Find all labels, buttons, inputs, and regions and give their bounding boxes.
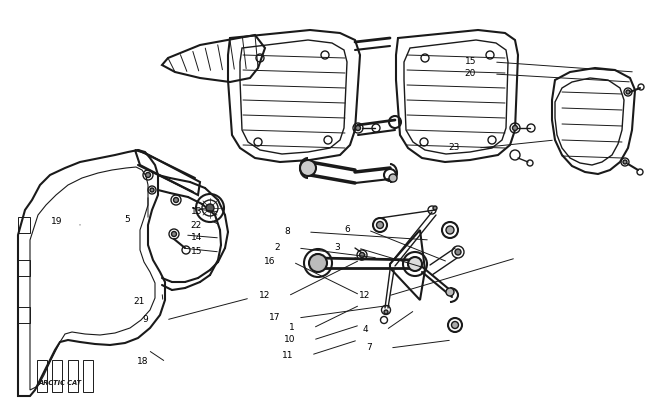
Text: 23: 23: [448, 144, 460, 152]
Text: 10: 10: [283, 336, 295, 344]
Text: 12: 12: [359, 292, 370, 300]
Text: 22: 22: [190, 221, 202, 229]
Circle shape: [206, 204, 214, 212]
Text: 14: 14: [190, 233, 202, 243]
Text: 6: 6: [344, 225, 350, 235]
Text: 7: 7: [366, 344, 372, 352]
Circle shape: [146, 172, 151, 178]
Text: 15: 15: [465, 57, 476, 67]
Circle shape: [389, 174, 397, 182]
Circle shape: [433, 206, 437, 210]
Text: 20: 20: [465, 69, 476, 79]
Text: 21: 21: [134, 298, 145, 306]
Circle shape: [455, 249, 461, 255]
Text: 11: 11: [281, 350, 293, 359]
Text: 12: 12: [259, 292, 270, 300]
Circle shape: [452, 322, 458, 328]
Text: 15: 15: [190, 247, 202, 257]
Text: 9: 9: [142, 316, 148, 324]
Circle shape: [512, 126, 517, 130]
Text: 1: 1: [289, 324, 295, 332]
Circle shape: [626, 90, 630, 94]
Text: 17: 17: [268, 314, 280, 322]
Circle shape: [384, 310, 388, 314]
Circle shape: [172, 231, 177, 237]
Text: ARCTIC CAT: ARCTIC CAT: [38, 380, 81, 386]
Text: 16: 16: [263, 257, 275, 267]
Text: 5: 5: [124, 215, 130, 225]
Circle shape: [446, 288, 454, 296]
Text: 3: 3: [334, 243, 340, 253]
Circle shape: [376, 221, 384, 229]
Circle shape: [623, 160, 627, 164]
Circle shape: [359, 253, 365, 257]
Text: 19: 19: [51, 217, 62, 227]
Text: 8: 8: [284, 227, 290, 237]
Text: 13: 13: [190, 207, 202, 217]
Circle shape: [446, 226, 454, 234]
Text: 2: 2: [274, 243, 280, 253]
Circle shape: [150, 188, 154, 192]
Text: 18: 18: [136, 358, 148, 367]
Circle shape: [300, 160, 316, 176]
Circle shape: [356, 126, 361, 130]
Text: 4: 4: [363, 326, 368, 334]
Circle shape: [309, 254, 327, 272]
Circle shape: [174, 198, 179, 203]
Circle shape: [408, 257, 422, 271]
